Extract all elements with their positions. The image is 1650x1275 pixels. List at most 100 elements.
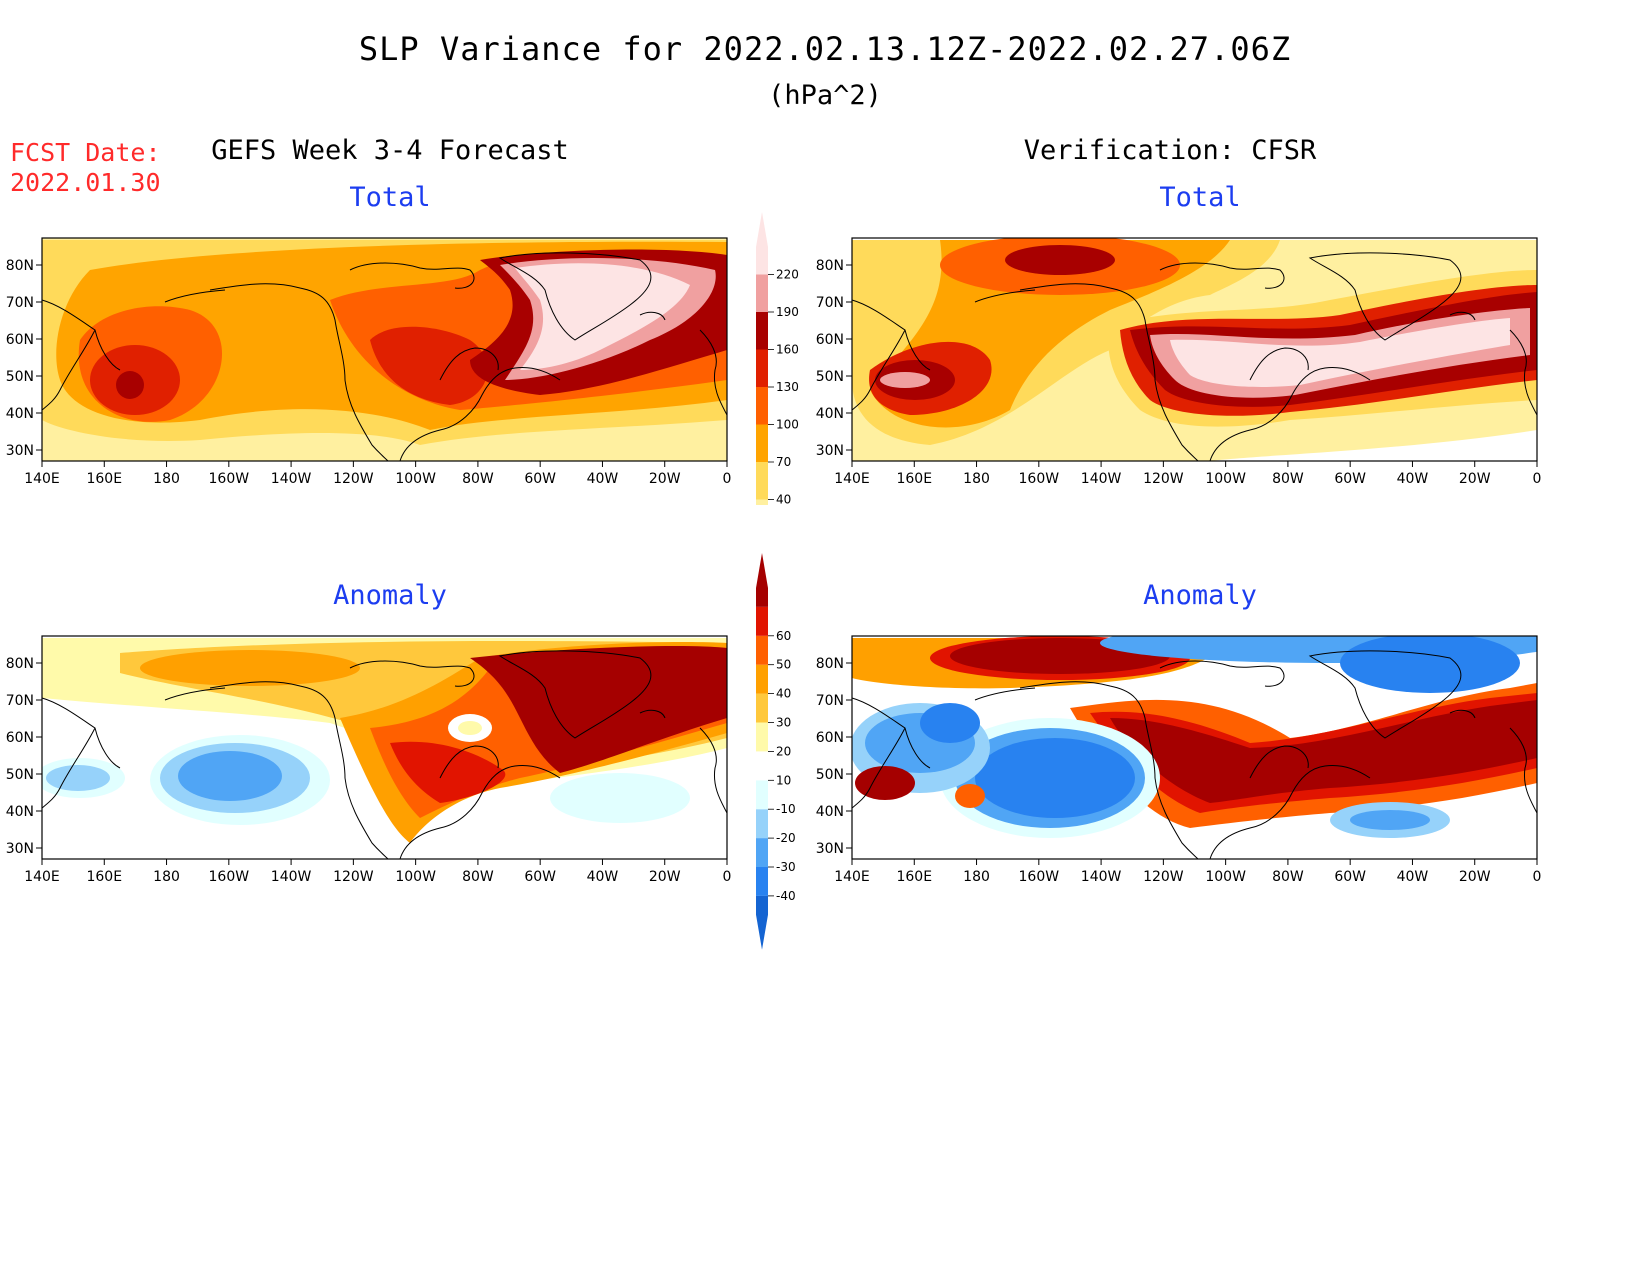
lon-label: 160E xyxy=(86,869,122,885)
anomaly-colorbar-label: 30 xyxy=(776,716,791,730)
coastline-europe xyxy=(699,727,728,814)
lat-label: 40N xyxy=(816,406,844,422)
lon-label: 160W xyxy=(209,471,250,487)
coastline-na-east xyxy=(1209,765,1371,860)
anomaly-colorbar-segment xyxy=(756,751,768,781)
coastline-alaska xyxy=(974,687,1036,701)
lat-label: 50N xyxy=(6,767,34,783)
lon-label: 80W xyxy=(1272,471,1304,487)
lon-label: 140E xyxy=(834,869,870,885)
lon-label: 140E xyxy=(24,471,60,487)
anomaly-colorbar-segment xyxy=(756,867,768,896)
lon-label: 120W xyxy=(333,869,374,885)
lon-label: 100W xyxy=(1205,869,1246,885)
lon-label: 20W xyxy=(649,869,681,885)
coastline-na-west xyxy=(209,283,389,462)
coastline-greenland xyxy=(1308,252,1462,341)
total-colorbar-segment xyxy=(756,462,768,500)
lon-label: 0 xyxy=(723,869,732,885)
coastline-na-west xyxy=(209,681,389,860)
map-frame xyxy=(851,635,1538,860)
lon-label: 160E xyxy=(896,869,932,885)
coastline-na-east xyxy=(1209,367,1371,462)
coastline-arctic-islands xyxy=(1159,262,1285,289)
lon-label: 0 xyxy=(1533,869,1542,885)
lon-label: 120W xyxy=(333,471,374,487)
coastline-kamchatka xyxy=(904,727,931,769)
total-colorbar-label: 160 xyxy=(776,343,799,357)
lat-label: 50N xyxy=(6,369,34,385)
total-colorbar-label: 220 xyxy=(776,268,799,282)
lon-label: 60W xyxy=(524,471,556,487)
lat-label: 70N xyxy=(6,295,34,311)
lon-label: 140E xyxy=(834,471,870,487)
total-colorbar-segment-top xyxy=(756,212,768,275)
lon-label: 60W xyxy=(1334,869,1366,885)
lat-label: 80N xyxy=(6,258,34,274)
lat-label: 80N xyxy=(816,258,844,274)
total-colorbar-label: 130 xyxy=(776,380,799,394)
shade-level-4c xyxy=(550,773,690,823)
lon-label: 60W xyxy=(1334,471,1366,487)
lat-label: 60N xyxy=(816,332,844,348)
lon-label: 160W xyxy=(209,869,250,885)
total-colorbar-segment xyxy=(756,312,768,350)
shade-level-11b xyxy=(1110,700,1537,803)
lon-label: 180 xyxy=(153,471,180,487)
shading-layer xyxy=(852,636,1537,859)
coastline-layer xyxy=(851,252,1538,462)
lon-label: 180 xyxy=(963,869,990,885)
lat-label: 50N xyxy=(816,767,844,783)
shade-level-9b xyxy=(955,784,985,808)
lat-label: 40N xyxy=(6,804,34,820)
anomaly-colorbar-segment xyxy=(756,606,768,636)
shade-level-5 xyxy=(1005,245,1115,275)
lat-label: 40N xyxy=(6,406,34,422)
anomaly-colorbar-segment xyxy=(756,693,768,723)
shading-layer xyxy=(42,636,727,859)
lon-label: 60W xyxy=(524,869,556,885)
lat-label: 80N xyxy=(816,656,844,672)
anomaly-colorbar-segment xyxy=(756,635,768,665)
coastline-na-west xyxy=(1019,681,1199,860)
total-colorbar-label: 100 xyxy=(776,418,799,432)
panel-title-forecast-anomaly: Anomaly xyxy=(333,580,447,611)
lat-label: 40N xyxy=(816,804,844,820)
map-frame xyxy=(41,237,728,462)
shade-level-1c xyxy=(920,703,980,743)
lon-label: 100W xyxy=(395,869,436,885)
shade-level-2 xyxy=(178,751,282,801)
lon-label: 40W xyxy=(587,471,619,487)
shade-level-8 xyxy=(140,650,360,686)
coastline-greenland xyxy=(1308,650,1462,739)
lon-label: 160W xyxy=(1019,869,1060,885)
lon-label: 20W xyxy=(1459,869,1491,885)
total-colorbar-label: 40 xyxy=(776,493,791,506)
lon-label: 80W xyxy=(462,471,494,487)
lon-label: 180 xyxy=(963,471,990,487)
lon-label: 140E xyxy=(24,869,60,885)
panel-title-verification-anomaly: Anomaly xyxy=(1143,580,1257,611)
shade-level-5 xyxy=(116,371,144,399)
right-column-title: Verification: CFSR xyxy=(1023,135,1317,166)
coastline-layer xyxy=(851,650,1538,860)
anomaly-colorbar-label: 60 xyxy=(776,629,791,643)
shading-layer xyxy=(42,238,727,461)
lon-label: 160E xyxy=(86,471,122,487)
anomaly-colorbar-label: 40 xyxy=(776,687,791,701)
coastline-arctic-islands xyxy=(349,262,475,289)
panel-title-forecast-total: Total xyxy=(349,182,431,213)
coastline-hudson-bay xyxy=(439,347,499,381)
shade-level-7 xyxy=(1170,318,1510,387)
shade-level-3b xyxy=(46,765,110,791)
lon-label: 180 xyxy=(153,869,180,885)
shade-level-11 xyxy=(470,646,727,773)
lon-label: 160W xyxy=(1019,471,1060,487)
coastline-alaska xyxy=(164,289,226,303)
lon-label: 80W xyxy=(462,869,494,885)
map-frame xyxy=(851,237,1538,462)
anomaly-colorbar-segment-bottom xyxy=(756,895,768,950)
anomaly-colorbar-label: -20 xyxy=(776,831,796,845)
lat-label: 70N xyxy=(6,693,34,709)
anomaly-colorbar-label: -40 xyxy=(776,889,796,903)
